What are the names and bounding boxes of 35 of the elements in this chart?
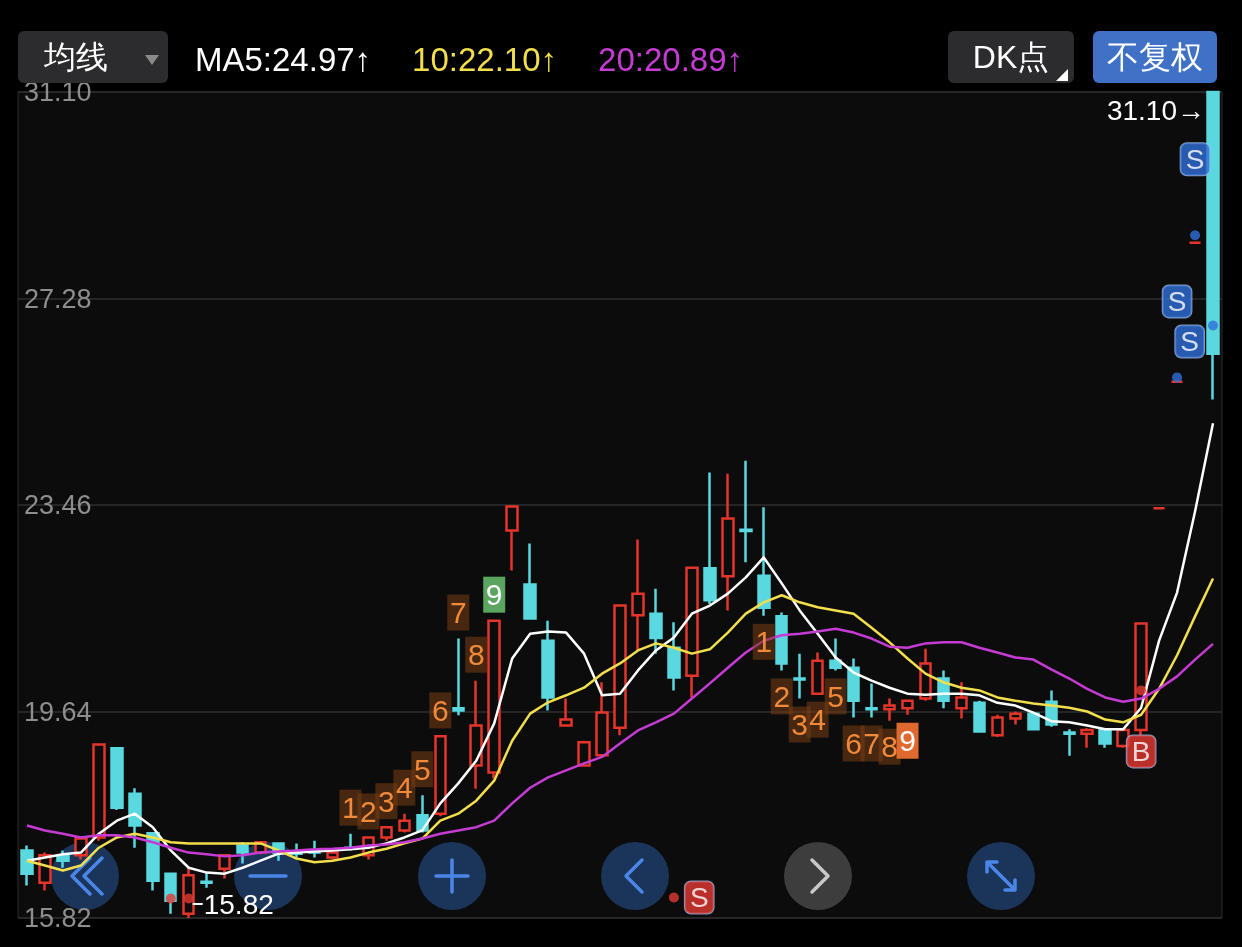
text: 7 bbox=[449, 596, 467, 630]
text: 2 bbox=[773, 679, 791, 713]
text: 1 bbox=[342, 791, 359, 825]
text: DK点 bbox=[972, 39, 1050, 75]
text: 5 bbox=[413, 752, 431, 786]
text: 均线 bbox=[44, 39, 108, 75]
data-label: B bbox=[1131, 735, 1151, 767]
text: MA5:24.97↑ bbox=[195, 41, 372, 78]
y-tick-label: 19.64 bbox=[24, 696, 92, 727]
data-label: S bbox=[1185, 143, 1205, 175]
text: 6 bbox=[845, 726, 862, 760]
text: 8 bbox=[467, 638, 485, 672]
text: 7 bbox=[863, 726, 880, 760]
text: 10:22.10↑ bbox=[412, 41, 558, 78]
text: 9 bbox=[899, 724, 916, 758]
text: 3 bbox=[791, 708, 809, 742]
text: 6 bbox=[431, 693, 449, 727]
text: 3 bbox=[378, 784, 395, 818]
annotation: 15.82 bbox=[203, 888, 274, 920]
text: 8 bbox=[881, 730, 898, 764]
text: 9 bbox=[485, 578, 503, 612]
data-label: S bbox=[1167, 285, 1187, 317]
data-label: S bbox=[689, 881, 709, 913]
annotation: 31.10→ bbox=[1106, 94, 1206, 126]
text: 4 bbox=[809, 703, 827, 737]
text: 20:20.89↑ bbox=[598, 41, 744, 78]
y-tick-label: 31.10 bbox=[24, 77, 92, 107]
data-label: S bbox=[1180, 326, 1200, 358]
text: 4 bbox=[396, 771, 413, 805]
y-tick-label: 27.28 bbox=[24, 283, 92, 314]
text: 不复权 bbox=[1107, 39, 1203, 75]
text: 5 bbox=[827, 679, 844, 713]
y-tick-label: 15.82 bbox=[24, 903, 92, 933]
text: 2 bbox=[360, 794, 377, 828]
y-tick-label: 23.46 bbox=[24, 490, 92, 520]
